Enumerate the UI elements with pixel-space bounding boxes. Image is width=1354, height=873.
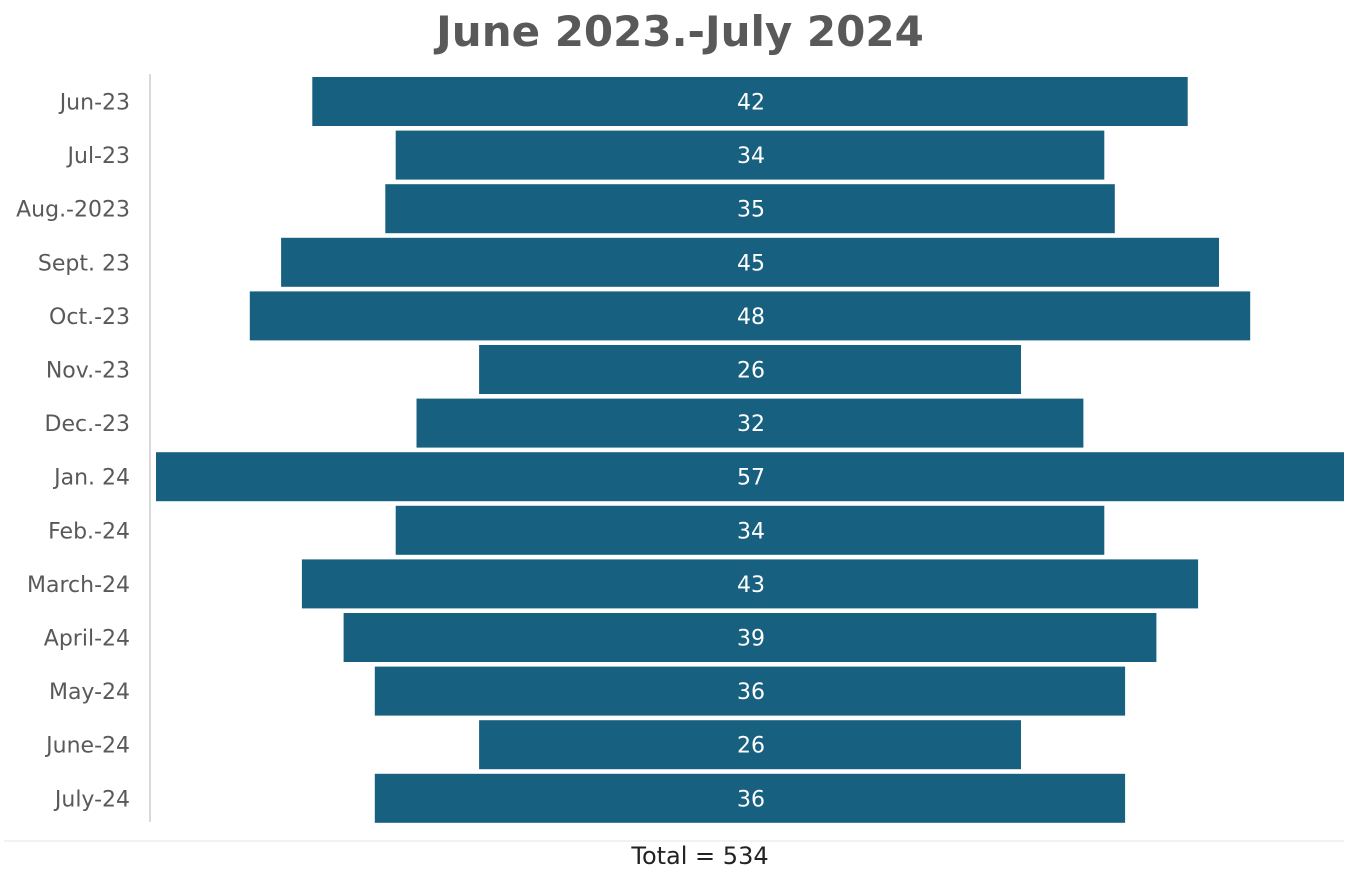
value-label-12: 26 [737, 734, 765, 759]
value-label-8: 34 [737, 519, 765, 544]
chart-title: June 2023.-July 2024 [433, 7, 924, 56]
category-label-12: June-24 [44, 734, 130, 759]
category-label-5: Nov.-23 [46, 359, 130, 384]
bar-8 [395, 505, 1105, 555]
bar-7 [156, 452, 1344, 502]
value-label-13: 36 [737, 787, 765, 812]
bar-6 [416, 398, 1084, 448]
category-label-8: Feb.-24 [48, 519, 130, 544]
value-label-7: 57 [737, 466, 765, 491]
bar-1 [395, 130, 1105, 180]
category-label-7: Jan. 24 [52, 466, 130, 491]
value-label-3: 45 [737, 251, 765, 276]
category-label-11: May-24 [49, 680, 130, 705]
value-label-6: 32 [737, 412, 765, 437]
category-label-0: Jun-23 [58, 91, 130, 116]
value-label-4: 48 [737, 305, 765, 330]
category-label-9: March-24 [27, 573, 130, 598]
category-label-6: Dec.-23 [45, 412, 131, 437]
bar-0 [312, 77, 1188, 126]
bar-5 [479, 345, 1022, 394]
category-label-3: Sept. 23 [38, 251, 130, 276]
category-label-1: Jul-23 [66, 144, 130, 169]
value-label-9: 43 [737, 573, 765, 598]
bar-3 [281, 237, 1220, 287]
category-label-13: July-24 [53, 787, 130, 812]
bar-2 [385, 184, 1115, 234]
bar-9 [301, 559, 1199, 609]
value-label-10: 39 [737, 627, 765, 652]
bar-11 [374, 666, 1126, 716]
category-label-4: Oct.-23 [49, 305, 130, 330]
value-label-5: 26 [737, 359, 765, 384]
bar-4 [249, 291, 1251, 341]
value-label-11: 36 [737, 680, 765, 705]
bars-layer: 42 34 35 45 48 26 32 57 34 43 39 36 26 36 [156, 77, 1344, 823]
category-label-2: Aug.-2023 [16, 198, 130, 223]
value-label-2: 35 [737, 198, 765, 223]
bar-10 [343, 613, 1157, 662]
category-labels: Jun-23 Jul-23 Aug.-2023 Sept. 23 Oct.-23 Nov.… [16, 91, 130, 813]
bar-12 [479, 720, 1022, 770]
category-label-10: April-24 [44, 627, 130, 652]
value-label-1: 34 [737, 144, 765, 169]
total-footer: Total = 534 [630, 842, 768, 870]
bar-13 [374, 773, 1126, 823]
value-label-0: 42 [737, 91, 765, 116]
